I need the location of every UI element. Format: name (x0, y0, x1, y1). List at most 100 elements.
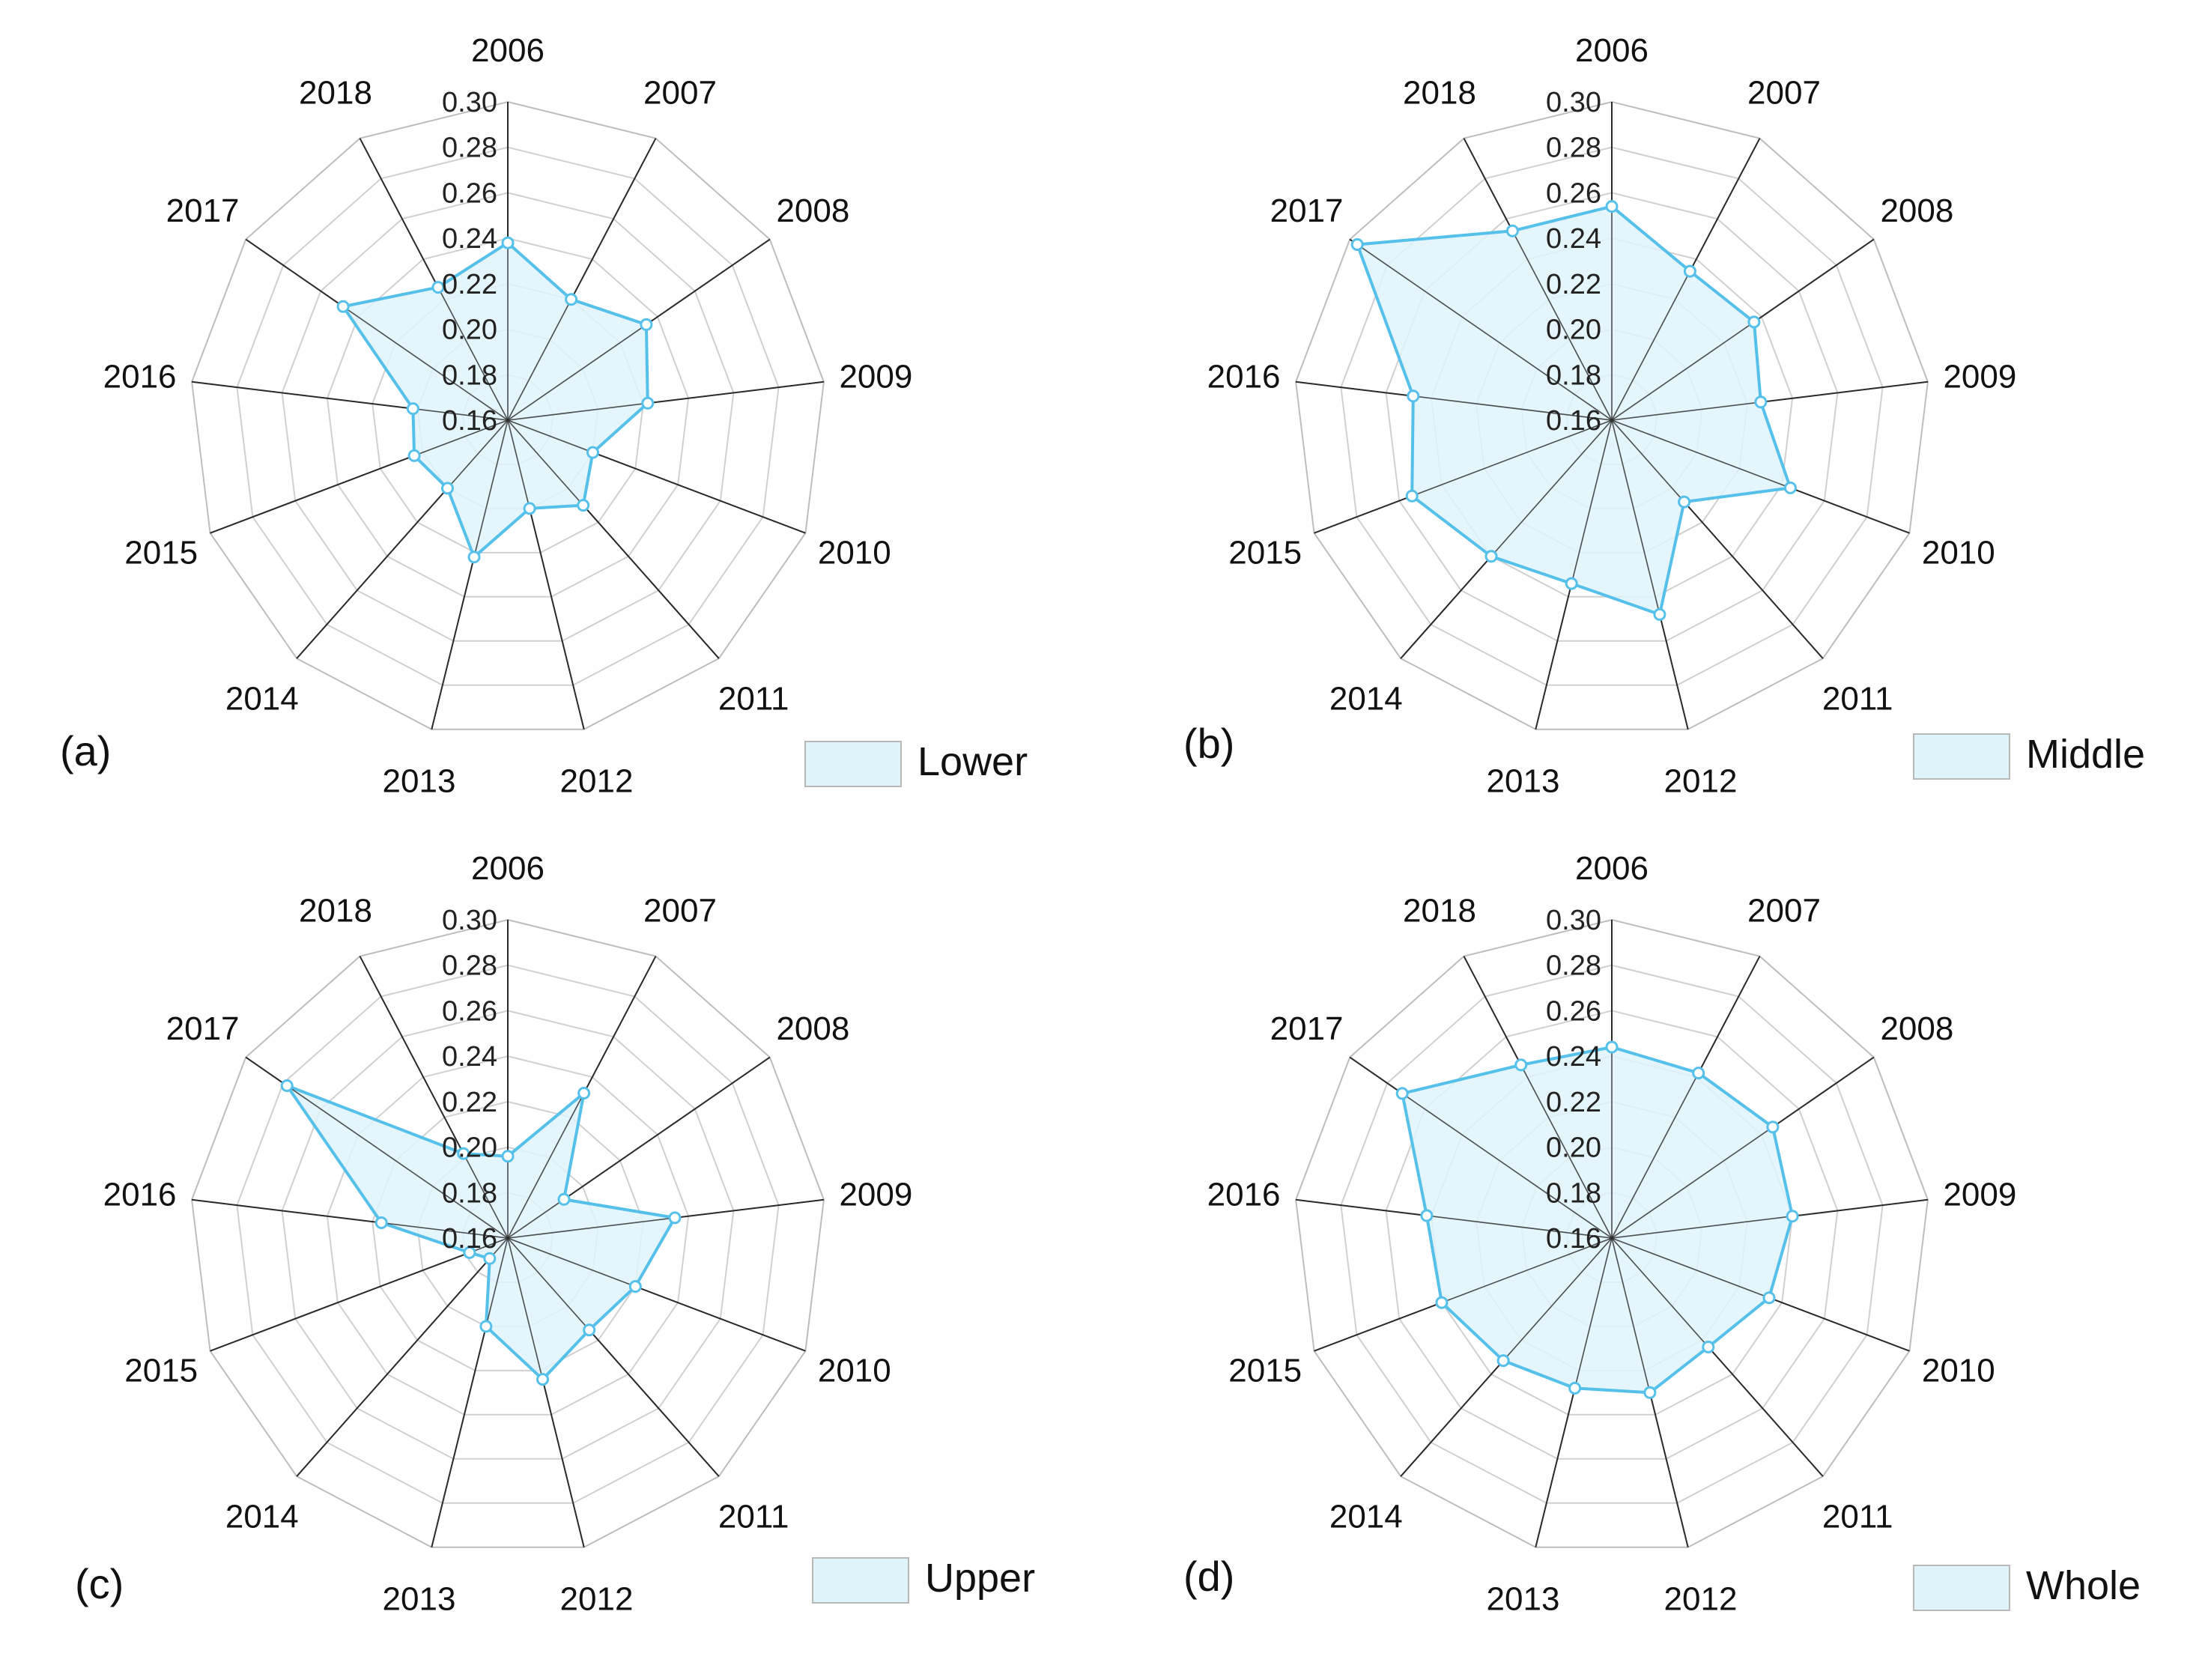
radial-tick-label: 0.20 (442, 1132, 497, 1164)
panel-label: (a) (60, 727, 111, 774)
category-label: 2012 (560, 763, 634, 800)
category-label: 2012 (1664, 763, 1738, 800)
category-label: 2013 (383, 763, 456, 800)
radial-tick-label: 0.26 (1546, 178, 1601, 209)
category-label: 2009 (1943, 1176, 2016, 1213)
radial-tick-label: 0.28 (1546, 133, 1601, 164)
axis-spoke-overlay (507, 1199, 824, 1239)
radial-tick-label: 0.24 (1546, 223, 1601, 255)
radial-tick-label: 0.16 (442, 1223, 497, 1255)
category-label: 2016 (1207, 358, 1281, 395)
radial-tick-label: 0.16 (442, 405, 497, 437)
data-point (1683, 264, 1696, 278)
data-point (536, 1373, 549, 1386)
data-point (565, 293, 578, 306)
data-point (1395, 1087, 1409, 1100)
axis-spoke-overlay (1611, 1199, 1928, 1239)
data-point (586, 446, 599, 459)
category-label: 2016 (103, 1176, 177, 1213)
data-point (1484, 550, 1498, 563)
data-point (1605, 200, 1619, 213)
radial-tick-label: 0.18 (1546, 360, 1601, 391)
data-point (1643, 1386, 1657, 1399)
axis-spoke-overlay (296, 1237, 509, 1477)
data-point (628, 1280, 642, 1294)
data-point (1420, 1209, 1434, 1222)
data-point (1496, 1354, 1510, 1368)
radial-tick-label: 0.18 (442, 1177, 497, 1209)
grid-ring (191, 918, 825, 1548)
category-label: 2012 (560, 1581, 634, 1618)
radar-panel-1: 0.16 0.18 0.20 0.22 0.24 0.26 0.28 0.30 2006 2007… (60, 32, 1028, 800)
data-point (577, 499, 590, 512)
grid-ring (236, 964, 780, 1504)
category-label: 2007 (1747, 75, 1821, 112)
category-label: 2010 (818, 535, 891, 571)
category-label: 2010 (1922, 1353, 1995, 1389)
radial-tick-label: 0.30 (442, 905, 497, 936)
radial-tick-label: 0.18 (442, 360, 497, 391)
axis-spoke-overlay (507, 381, 824, 421)
data-point (501, 1150, 515, 1163)
data-point (407, 449, 421, 462)
category-label: 2011 (1822, 1499, 1893, 1535)
legend-label: Whole (2026, 1563, 2141, 1608)
data-point (1692, 1067, 1705, 1080)
axis-spoke-overlay (507, 138, 657, 421)
category-label: 2014 (1329, 1499, 1403, 1535)
data-point (641, 396, 655, 410)
category-label: 2009 (1943, 358, 2016, 395)
radial-tick-label: 0.28 (442, 133, 497, 164)
axis-spoke-overlay (210, 419, 509, 534)
data-point (577, 1087, 591, 1100)
data-point (374, 1216, 388, 1229)
data-point (1514, 1058, 1528, 1072)
data-point (467, 551, 481, 564)
grid-ring (1295, 100, 1929, 730)
category-label: 2015 (1228, 535, 1302, 571)
axis-spoke-overlay (507, 419, 720, 659)
data-point (1702, 1340, 1715, 1353)
axis-spoke-overlay (507, 1237, 585, 1547)
data-point (463, 1246, 476, 1259)
data-point (1435, 1296, 1449, 1309)
category-label: 2008 (776, 192, 849, 229)
category-label: 2018 (1403, 75, 1476, 112)
radar-panel-4: 0.16 0.18 0.20 0.22 0.24 0.26 0.28 0.30 2006 2007… (1183, 850, 2141, 1618)
legend-swatch (804, 741, 902, 787)
grid-ring (326, 237, 690, 598)
category-label: 2016 (1207, 1176, 1281, 1213)
axis-spoke-overlay (507, 1056, 771, 1239)
radial-tick-label: 0.22 (1546, 269, 1601, 300)
category-label: 2008 (1880, 192, 1953, 229)
axis-spoke-overlay (359, 138, 509, 421)
data-point (406, 402, 419, 416)
data-point (1568, 1381, 1582, 1395)
category-label: 2010 (818, 1353, 891, 1389)
category-label: 2013 (1487, 1581, 1560, 1618)
radial-tick-label: 0.30 (442, 87, 497, 118)
grid-ring (281, 192, 735, 642)
data-point (1653, 607, 1666, 621)
axis-spoke-overlay (1611, 419, 1689, 730)
category-label: 2007 (1747, 893, 1821, 930)
data-point (336, 300, 350, 313)
radial-tick-label: 0.28 (442, 950, 497, 982)
legend-swatch (1913, 1565, 2010, 1611)
axis-spoke-overlay (1463, 956, 1613, 1239)
axis-spoke-overlay (1535, 419, 1613, 730)
grid-ring (191, 100, 825, 730)
radial-tick-label: 0.20 (1546, 1132, 1601, 1164)
axis-spoke-overlay (359, 956, 509, 1239)
series-area (285, 1084, 676, 1381)
category-label: 2015 (124, 1353, 198, 1389)
radial-tick-label: 0.22 (442, 1087, 497, 1118)
category-label: 2017 (166, 192, 240, 229)
radial-tick-label: 0.22 (1546, 1087, 1601, 1118)
axis-spoke-overlay (1400, 419, 1613, 659)
data-point (523, 502, 536, 515)
radial-tick-label: 0.18 (1546, 1177, 1601, 1209)
data-point (1678, 495, 1691, 509)
data-point (583, 1323, 596, 1337)
panel-label: (c) (75, 1560, 124, 1607)
